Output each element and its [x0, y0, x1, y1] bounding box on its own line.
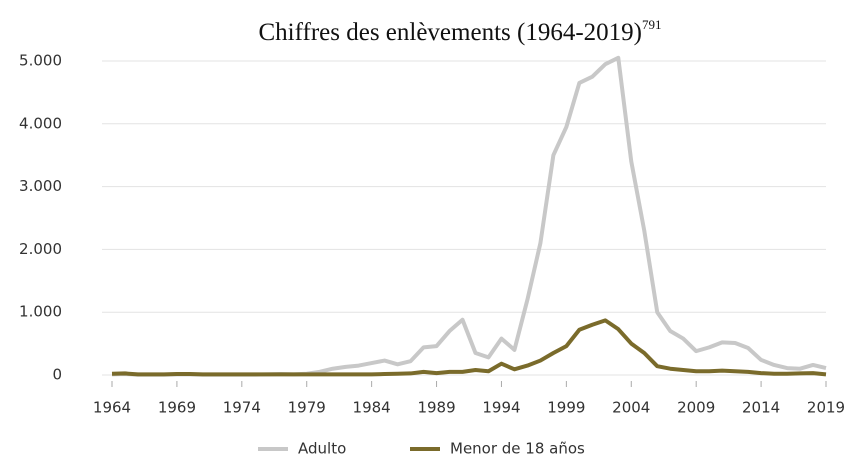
title-note: 791	[642, 17, 662, 32]
title-text: Chiffres des enlèvements (1964-2019)	[259, 19, 642, 46]
x-tick-label: 2019	[807, 399, 845, 417]
x-tick-label: 1989	[417, 399, 455, 417]
x-tick-label: 1979	[288, 399, 326, 417]
x-tick-label: 1999	[547, 399, 585, 417]
chart-title: Chiffres des enlèvements (1964-2019)791	[259, 17, 662, 46]
y-tick-label: 5.000	[19, 52, 62, 70]
y-tick-label: 3.000	[19, 177, 62, 195]
y-tick-label: 2.000	[19, 240, 62, 258]
legend-label: Menor de 18 años	[450, 440, 585, 458]
y-tick-label: 1.000	[19, 303, 62, 321]
legend-label: Adulto	[298, 440, 346, 458]
series-line	[111, 318, 827, 377]
x-tick-label: 1969	[158, 399, 196, 417]
x-tick-label: 1994	[482, 399, 520, 417]
x-tick-label: 2009	[677, 399, 715, 417]
x-tick-label: 2004	[612, 399, 650, 417]
y-tick-label: 0	[52, 366, 62, 384]
x-tick-label: 1974	[223, 399, 261, 417]
y-tick-label: 4.000	[19, 114, 62, 132]
x-tick-label: 2014	[742, 399, 780, 417]
series-line	[111, 55, 827, 377]
x-tick-label: 1984	[353, 399, 391, 417]
x-tick-label: 1964	[93, 399, 131, 417]
